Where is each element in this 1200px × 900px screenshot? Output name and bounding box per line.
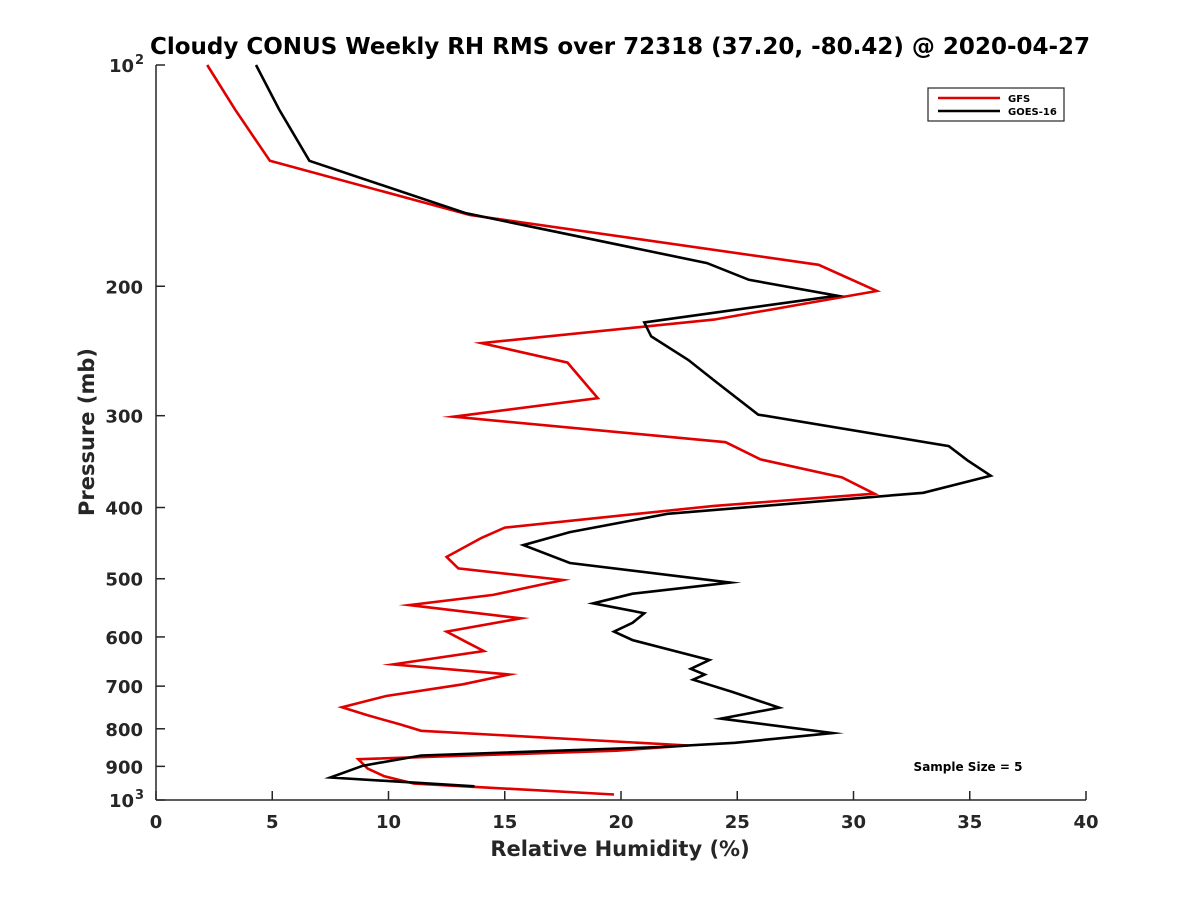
y-tick-label: 500 <box>105 570 143 591</box>
y-tick-label: 700 <box>105 677 143 698</box>
legend-label: GOES-16 <box>1008 107 1057 118</box>
chart-title: Cloudy CONUS Weekly RH RMS over 72318 (3… <box>150 34 1090 60</box>
plot-area: 0 5 10 15 20 25 30 35 40210200300400500600700800… <box>105 53 1098 833</box>
y-tick-label: 200 <box>105 277 143 298</box>
x-tick-label: 40 <box>1073 812 1098 833</box>
x-tick-label: 25 <box>725 812 750 833</box>
x-tick-label: 10 <box>376 812 401 833</box>
legend: GFS GOES-16 <box>927 87 1065 122</box>
y-axis-label: Pressure (mb) <box>75 348 99 516</box>
y-tick-label: 900 <box>105 757 143 778</box>
y-tick-label-exponent: 2 <box>135 53 144 68</box>
x-tick-label: 15 <box>492 812 517 833</box>
y-tick-label-base: 10 <box>109 56 134 77</box>
y-tick-label: 800 <box>105 720 143 741</box>
x-tick-label: 20 <box>608 812 633 833</box>
x-tick-label: 30 <box>841 812 866 833</box>
x-tick-label: 35 <box>957 812 982 833</box>
sample-size-annotation: Sample Size = 5 <box>914 760 1023 774</box>
legend-label: GFS <box>1008 94 1030 105</box>
y-tick-label: 300 <box>105 407 143 428</box>
y-tick-label-base: 10 <box>109 791 134 812</box>
y-tick-label: 400 <box>105 499 143 520</box>
series-line-gfs <box>206 64 882 796</box>
x-tick-label: 5 <box>266 812 279 833</box>
y-tick-label-exponent: 3 <box>135 788 144 803</box>
x-axis-label: Relative Humidity (%) <box>490 837 749 861</box>
x-tick-label: 0 <box>150 812 163 833</box>
series-line-goes-16 <box>254 64 994 788</box>
y-tick-label: 600 <box>105 628 143 649</box>
legend-box <box>927 87 1065 122</box>
